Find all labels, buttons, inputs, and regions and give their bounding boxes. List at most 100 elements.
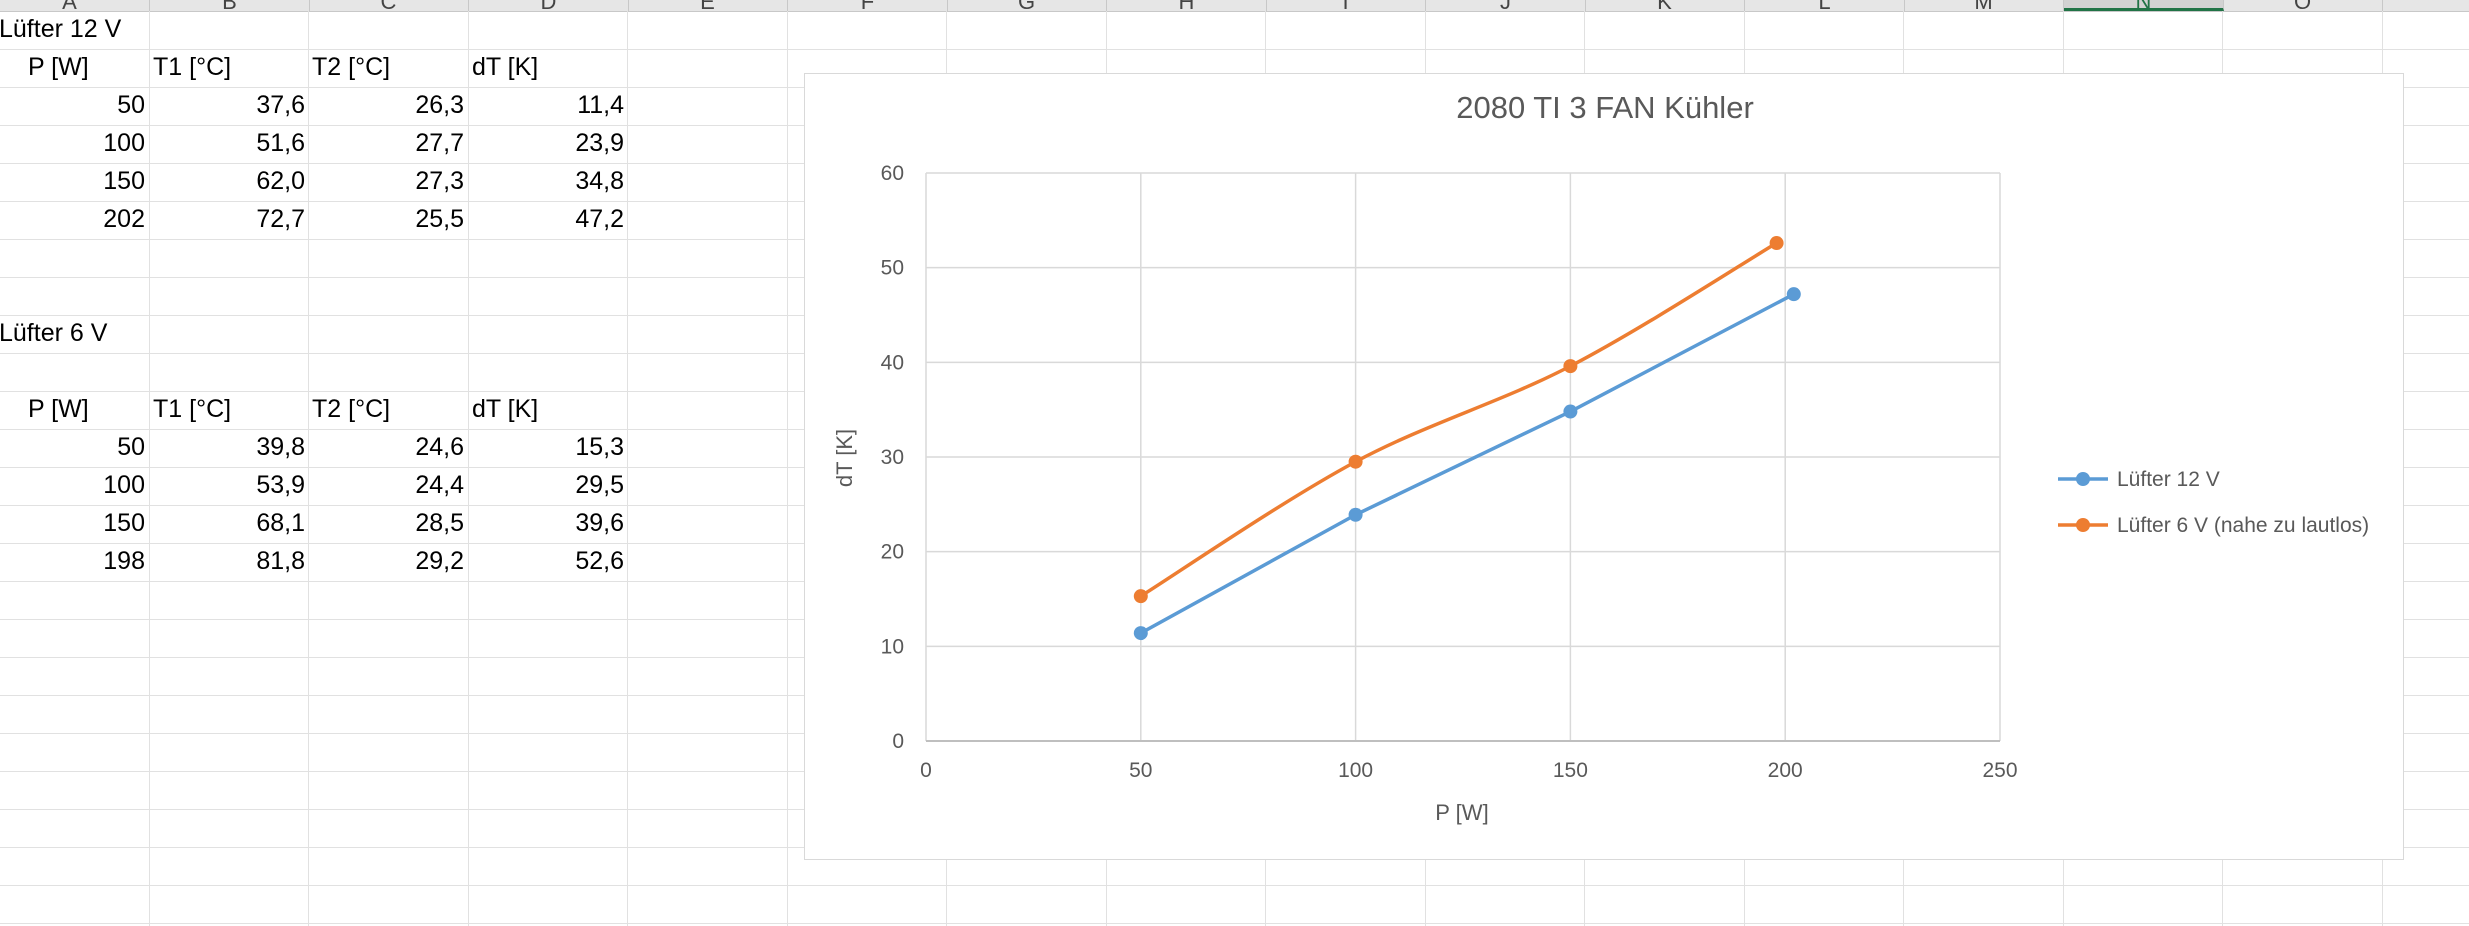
column-header-h[interactable]: H [1107, 0, 1267, 11]
cell[interactable]: 52,6 [575, 547, 624, 575]
column-header-label: M [1974, 0, 1992, 11]
cell[interactable]: 24,6 [415, 433, 464, 461]
legend-marker [2076, 472, 2090, 486]
column-header-o[interactable]: O [2223, 0, 2383, 11]
y-tick-label: 0 [892, 730, 904, 753]
y-tick-label: 60 [881, 162, 904, 185]
chart-object[interactable]: 2080 TI 3 FAN Kühler P [W] dT [K] 0 50 100… [804, 73, 2404, 860]
column-header-j[interactable]: J [1426, 0, 1586, 11]
cell[interactable]: 34,8 [575, 167, 624, 195]
cell[interactable]: T2 [°C] [312, 53, 391, 81]
x-tick-label: 100 [1338, 759, 1373, 782]
data-point [1786, 287, 1801, 302]
cell[interactable]: 27,3 [415, 167, 464, 195]
y-tick-label: 50 [881, 257, 904, 280]
chart-title: 2080 TI 3 FAN Kühler [1456, 90, 1754, 125]
cell[interactable]: T2 [°C] [312, 395, 391, 423]
column-header-label: H [1179, 0, 1195, 11]
column-header-f[interactable]: F [788, 0, 948, 11]
cell[interactable]: Lüfter 12 V [0, 15, 122, 43]
cell[interactable]: T1 [°C] [153, 53, 232, 81]
cell[interactable]: 198 [103, 547, 145, 575]
column-header-c[interactable]: C [309, 0, 469, 11]
x-tick-label: 0 [920, 759, 932, 782]
scatter-chart: 2080 TI 3 FAN Kühler P [W] dT [K] 0 50 100… [832, 90, 2369, 825]
cell[interactable]: T1 [°C] [153, 395, 232, 423]
column-header-i[interactable]: I [1266, 0, 1426, 11]
cell[interactable]: 47,2 [575, 205, 624, 233]
legend-entry-2: Lüfter 6 V (nahe zu lautlos) [2058, 514, 2369, 537]
column-header-l[interactable]: L [1745, 0, 1905, 11]
data-point [1563, 404, 1578, 419]
cell[interactable]: 150 [103, 509, 145, 537]
x-tick-label: 250 [1982, 759, 2017, 782]
cell[interactable]: P [W] [28, 53, 89, 81]
cell[interactable]: 202 [103, 205, 145, 233]
row-gridline [0, 49, 2469, 50]
cell[interactable]: 150 [103, 167, 145, 195]
cell[interactable]: 50 [117, 91, 145, 119]
cell[interactable]: 28,5 [415, 509, 464, 537]
column-header-b[interactable]: B [150, 0, 310, 11]
legend-entry-1: Lüfter 12 V [2058, 468, 2220, 491]
x-tick-label: 150 [1553, 759, 1588, 782]
cell[interactable]: dT [K] [472, 53, 539, 81]
row-gridline [0, 885, 2469, 886]
cell[interactable]: 72,7 [256, 205, 305, 233]
column-gridline [627, 11, 628, 926]
cell[interactable]: 27,7 [415, 129, 464, 157]
legend-label: Lüfter 6 V (nahe zu lautlos) [2117, 514, 2369, 537]
cell[interactable]: 100 [103, 471, 145, 499]
cell[interactable]: 15,3 [575, 433, 624, 461]
column-header-e[interactable]: E [628, 0, 788, 11]
column-header-bar: A B C D E F G H I J K L M N O [0, 0, 2469, 12]
column-header-label: D [541, 0, 557, 11]
cell[interactable]: 11,4 [577, 91, 624, 119]
column-header-n[interactable]: N [2064, 0, 2224, 11]
cell[interactable]: dT [K] [472, 395, 539, 423]
series-line-2 [1139, 241, 1778, 598]
column-header-a[interactable]: A [0, 0, 150, 11]
column-gridline [468, 11, 469, 926]
cell[interactable]: 81,8 [256, 547, 305, 575]
cell[interactable]: 68,1 [256, 509, 305, 537]
y-tick-label: 10 [881, 635, 904, 658]
column-header-label: G [1018, 0, 1035, 11]
cell[interactable]: 24,4 [415, 471, 464, 499]
column-header-g[interactable]: G [947, 0, 1107, 11]
column-header-label: F [861, 0, 874, 11]
cell[interactable]: 29,2 [415, 547, 464, 575]
y-tick-label: 40 [881, 351, 904, 374]
cell[interactable]: Lüfter 6 V [0, 319, 108, 347]
y-tick-label: 30 [881, 446, 904, 469]
cell[interactable]: 23,9 [575, 129, 624, 157]
cell[interactable]: 50 [117, 433, 145, 461]
cell[interactable]: 37,6 [256, 91, 305, 119]
column-header-label: O [2294, 0, 2311, 11]
data-point [1563, 359, 1578, 374]
cell[interactable]: 53,9 [256, 471, 305, 499]
data-point [1133, 589, 1148, 604]
column-header-k[interactable]: K [1585, 0, 1745, 11]
data-point [1348, 507, 1363, 522]
data-point [1133, 626, 1148, 641]
column-header-label: K [1657, 0, 1672, 11]
x-tick-label: 200 [1768, 759, 1803, 782]
cell[interactable]: 26,3 [415, 91, 464, 119]
column-header-label: B [222, 0, 237, 11]
gridlines [925, 172, 2001, 742]
cell[interactable]: P [W] [28, 395, 89, 423]
column-header-m[interactable]: M [1904, 0, 2064, 11]
cell[interactable]: 25,5 [415, 205, 464, 233]
cell[interactable]: 100 [103, 129, 145, 157]
column-header-label: N [2136, 0, 2152, 8]
cell[interactable]: 29,5 [575, 471, 624, 499]
cell[interactable]: 39,6 [575, 509, 624, 537]
cell[interactable]: 39,8 [256, 433, 305, 461]
cell[interactable]: 51,6 [256, 129, 305, 157]
column-header-label: E [700, 0, 715, 11]
column-gridline [308, 11, 309, 926]
legend-label: Lüfter 12 V [2117, 468, 2220, 491]
cell[interactable]: 62,0 [256, 167, 305, 195]
column-header-d[interactable]: D [469, 0, 629, 11]
